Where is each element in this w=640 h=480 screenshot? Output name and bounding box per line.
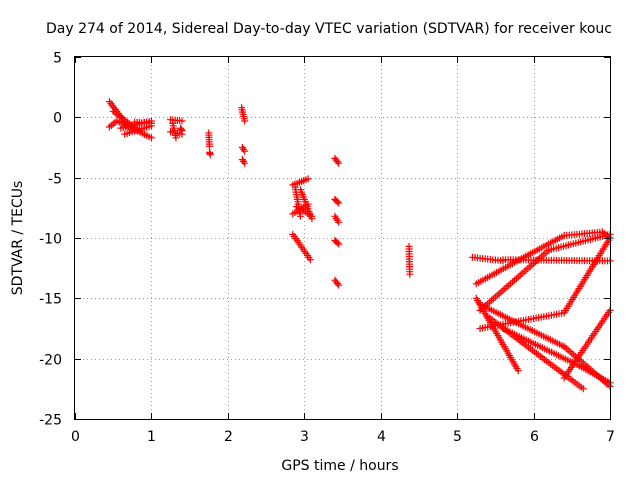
data-point (304, 175, 312, 183)
data-point (406, 270, 414, 278)
data-point (335, 281, 343, 289)
x-tick-label: 1 (147, 429, 156, 445)
chart-title: Day 274 of 2014, Sidereal Day-to-day VTE… (46, 21, 612, 37)
data-point (241, 147, 249, 155)
x-tick-label: 6 (530, 429, 539, 445)
y-tick-label: -10 (39, 232, 62, 248)
data-points (105, 98, 614, 393)
axis-ticks (75, 57, 611, 420)
data-point (297, 212, 304, 220)
y-tick-label: 5 (53, 51, 62, 67)
tick-labels: 0 1 2 3 4 5 6 7 5 0 -5 -10 -15 -20 -25 (39, 51, 615, 446)
data-point (308, 212, 316, 220)
y-tick-label: -15 (39, 292, 62, 308)
data-point (335, 199, 343, 207)
data-point (335, 240, 343, 248)
y-tick-label: -5 (48, 172, 62, 188)
data-point (147, 134, 155, 142)
data-point (335, 159, 343, 167)
y-axis-label: SDTVAR / TECUs (10, 181, 26, 296)
data-point (335, 218, 343, 226)
data-point (206, 142, 213, 150)
data-point (333, 198, 341, 206)
data-point (241, 117, 249, 125)
data-point (172, 134, 180, 142)
data-point (306, 256, 314, 264)
grid (75, 57, 610, 419)
x-tick-label: 4 (377, 429, 386, 445)
data-point (514, 367, 522, 375)
y-tick-label: -25 (39, 413, 62, 429)
data-point (333, 239, 341, 247)
x-tick-label: 5 (453, 429, 462, 445)
x-tick-label: 2 (224, 429, 233, 445)
data-point (177, 125, 185, 133)
data-point (240, 157, 247, 165)
data-point (333, 158, 341, 166)
y-tick-label: 0 (53, 111, 62, 127)
data-point (113, 117, 121, 125)
y-tick-label: -20 (39, 353, 62, 369)
plot-frame (74, 56, 611, 420)
data-point (333, 280, 341, 287)
data-point (178, 117, 186, 125)
data-point (178, 127, 186, 135)
x-tick-label: 0 (71, 429, 80, 445)
data-point (147, 119, 155, 127)
x-tick-label: 7 (606, 429, 615, 445)
data-point (206, 151, 214, 159)
x-axis-label: GPS time / hours (281, 458, 398, 474)
x-tick-label: 3 (300, 429, 309, 445)
data-point (579, 385, 587, 393)
data-point (240, 145, 247, 153)
data-point (241, 159, 249, 167)
